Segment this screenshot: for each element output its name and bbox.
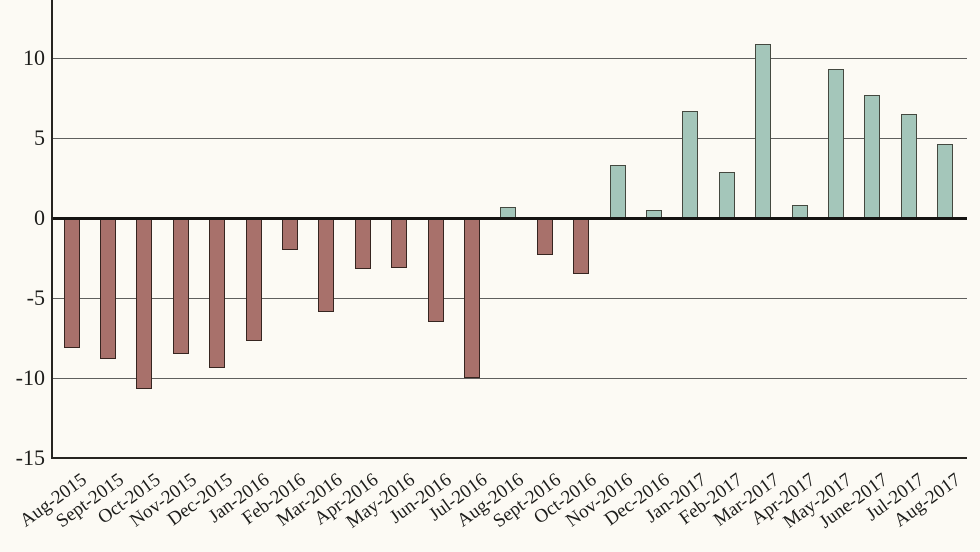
y-tick-label: -15 (15, 445, 45, 470)
bar-jan-2016 (245, 218, 262, 342)
bar-oct-2015 (136, 218, 153, 390)
bar-feb-2016 (281, 218, 298, 250)
bar-jul-2017 (900, 114, 917, 218)
bar-dec-2015 (209, 218, 226, 369)
x-axis-bottom-line (51, 457, 967, 459)
bar-jan-2017 (682, 110, 699, 218)
gridline--10 (52, 377, 967, 379)
zero-axis-line (52, 216, 967, 220)
bar-may-2016 (391, 218, 408, 268)
bar-sept-2016 (536, 218, 553, 255)
bar-feb-2017 (718, 171, 735, 218)
y-tick-label: -10 (15, 365, 45, 390)
bar-aug-2017 (937, 144, 954, 218)
bar-june-2017 (864, 94, 881, 218)
bar-apr-2016 (354, 218, 371, 270)
y-tick-label: -5 (26, 285, 45, 310)
y-axis-line (51, 0, 53, 458)
y-tick-label: 5 (34, 125, 45, 150)
gridline--5 (52, 297, 967, 299)
bar-aug-2015 (63, 218, 80, 348)
gridline-5 (52, 137, 967, 139)
gridline-10 (52, 57, 967, 59)
bar-oct-2016 (573, 218, 590, 274)
bar-mar-2016 (318, 218, 335, 313)
bar-mar-2017 (755, 43, 772, 218)
bar-sept-2015 (99, 218, 116, 359)
bar-nov-2015 (172, 218, 189, 354)
bar-nov-2016 (609, 165, 626, 218)
bar-jun-2016 (427, 218, 444, 322)
y-tick-label: 0 (34, 205, 45, 230)
bar-jul-2016 (463, 218, 480, 378)
bar-may-2017 (827, 69, 844, 218)
y-tick-label: 10 (23, 45, 45, 70)
